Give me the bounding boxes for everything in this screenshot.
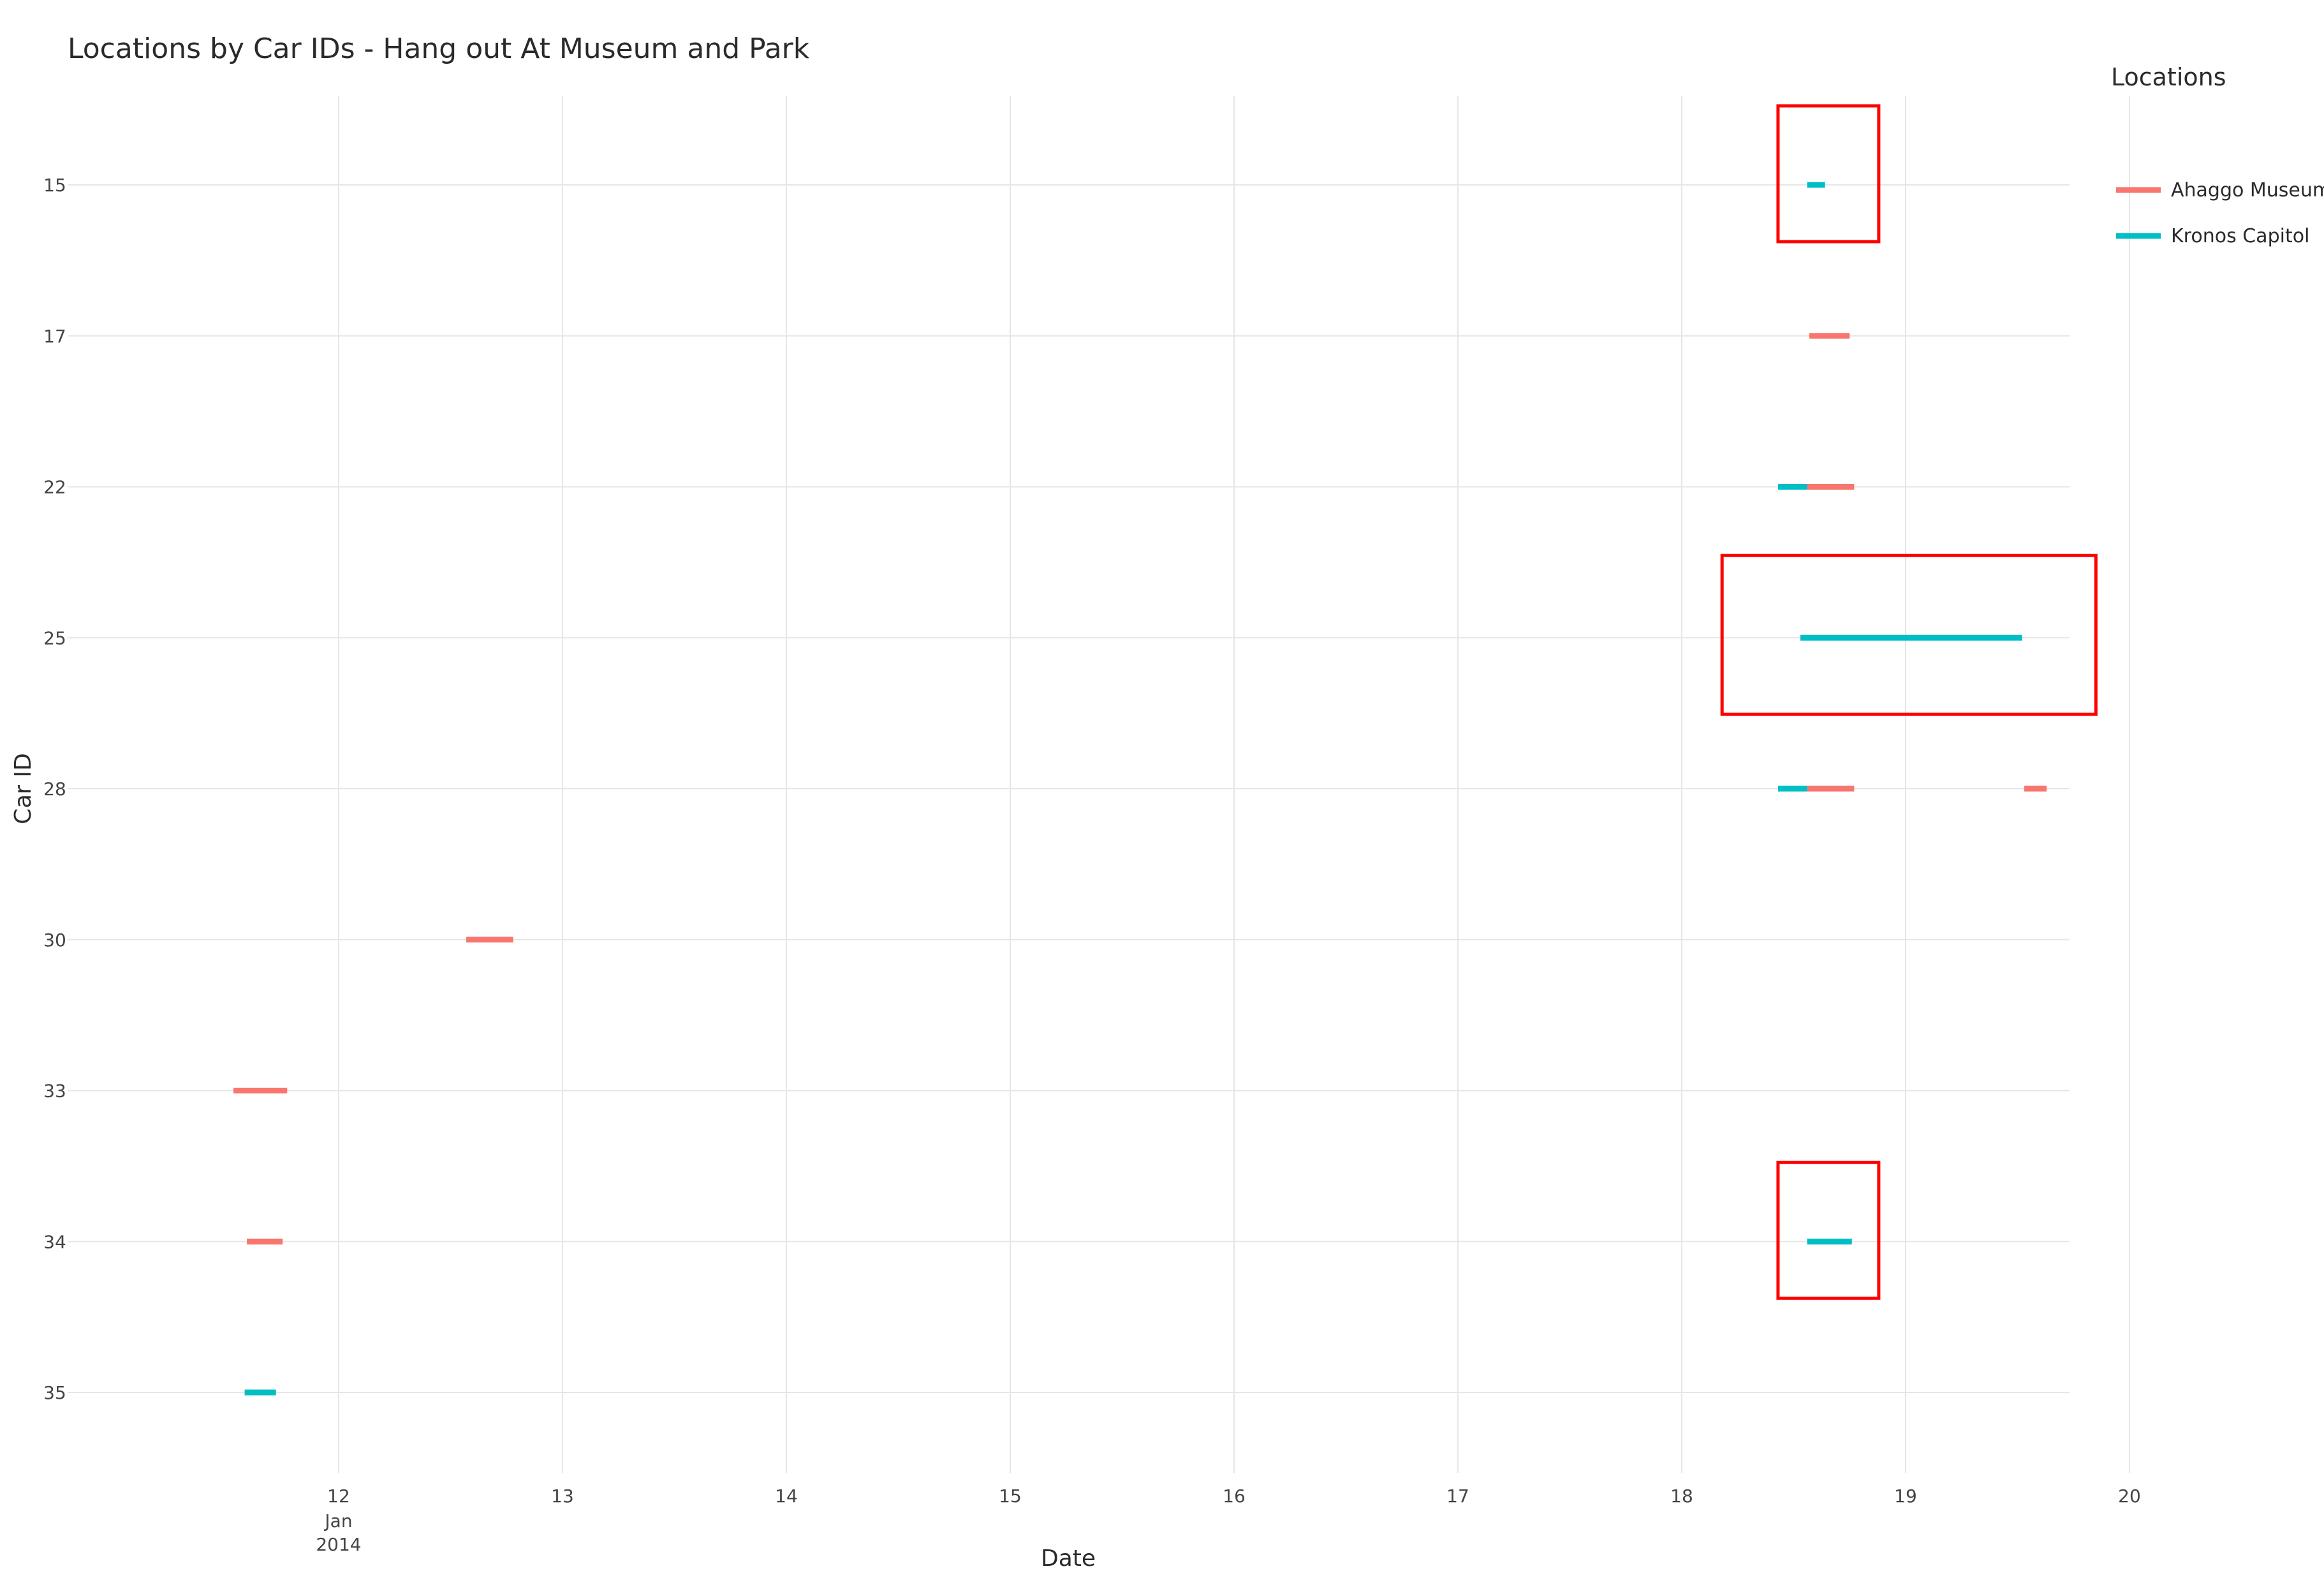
x-axis-ticks: 12 Jan 2014 13 14 15 16 17 18 19 20 bbox=[316, 1486, 2140, 1555]
y-axis-label: Car ID bbox=[10, 753, 36, 824]
grid-lines bbox=[68, 96, 2130, 1473]
highlight-boxes bbox=[1720, 104, 2098, 1300]
plot-segments bbox=[233, 182, 2047, 1396]
y-tick-label: 34 bbox=[43, 1231, 66, 1252]
highlight-box bbox=[1776, 1160, 1881, 1300]
y-axis-ticks: 15 17 22 25 28 30 33 34 35 bbox=[43, 175, 66, 1403]
y-tick-label: 22 bbox=[43, 477, 66, 498]
y-tick-label: 15 bbox=[43, 175, 66, 196]
segment-ahaggo-museum-car-28[interactable] bbox=[1807, 785, 1855, 792]
x-axis-label: Date bbox=[1041, 1545, 1096, 1572]
highlight-box bbox=[1720, 553, 2098, 716]
x-tick-label: 12 bbox=[327, 1486, 350, 1507]
segment-ahaggo-museum-car-17[interactable] bbox=[1809, 333, 1850, 339]
legend-label: Ahaggo Museum bbox=[2171, 179, 2324, 201]
highlight-box bbox=[1776, 104, 1881, 244]
chart-title: Locations by Car IDs - Hang out At Museu… bbox=[68, 33, 810, 65]
segment-kronos-capitol-car-15[interactable] bbox=[1807, 182, 1825, 188]
x-tick-sublabel: Jan bbox=[323, 1510, 352, 1531]
x-tick-label: 16 bbox=[1223, 1486, 1246, 1507]
segment-ahaggo-museum-car-33[interactable] bbox=[233, 1088, 288, 1093]
x-tick-label: 18 bbox=[1670, 1486, 1693, 1507]
x-tick-label: 20 bbox=[2118, 1486, 2141, 1507]
y-tick-label: 17 bbox=[43, 326, 66, 347]
y-tick-label: 35 bbox=[43, 1382, 66, 1403]
segment-ahaggo-museum-car-28[interactable] bbox=[2024, 785, 2047, 792]
x-tick-label: 19 bbox=[1894, 1486, 1917, 1507]
segment-kronos-capitol-car-28[interactable] bbox=[1777, 785, 1807, 792]
segment-kronos-capitol-car-25[interactable] bbox=[1800, 634, 2022, 641]
x-tick-sublabel: 2014 bbox=[316, 1534, 361, 1555]
legend-label: Kronos Capitol bbox=[2171, 225, 2309, 247]
x-tick-label: 13 bbox=[551, 1486, 574, 1507]
segment-kronos-capitol-car-34[interactable] bbox=[1807, 1238, 1852, 1245]
y-tick-label: 30 bbox=[43, 930, 66, 951]
y-tick-label: 25 bbox=[43, 627, 66, 648]
segment-ahaggo-museum-car-30[interactable] bbox=[466, 937, 513, 943]
legend[interactable]: Locations Ahaggo Museum Kronos Capitol bbox=[2111, 63, 2324, 247]
y-tick-label: 28 bbox=[43, 778, 66, 800]
legend-title: Locations bbox=[2111, 63, 2226, 91]
x-tick-label: 17 bbox=[1446, 1486, 1469, 1507]
y-tick-label: 33 bbox=[43, 1081, 66, 1102]
segment-ahaggo-museum-car-34[interactable] bbox=[247, 1238, 283, 1245]
segment-kronos-capitol-car-35[interactable] bbox=[244, 1389, 276, 1396]
segment-kronos-capitol-car-22[interactable] bbox=[1777, 484, 1807, 490]
x-tick-label: 15 bbox=[999, 1486, 1022, 1507]
x-tick-label: 14 bbox=[775, 1486, 798, 1507]
segment-ahaggo-museum-car-22[interactable] bbox=[1807, 484, 1855, 490]
